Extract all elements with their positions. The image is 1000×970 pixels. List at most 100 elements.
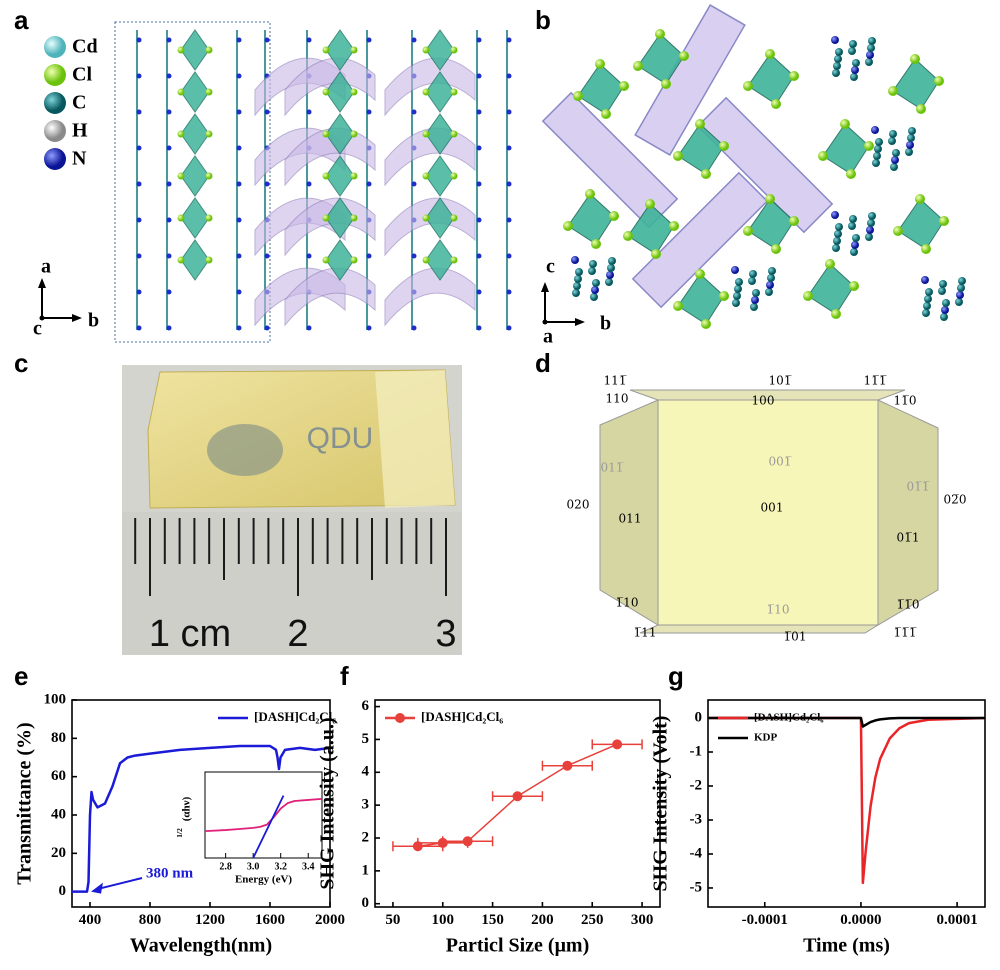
decoration xyxy=(767,274,775,282)
crystal-face xyxy=(657,399,879,626)
decoration xyxy=(915,194,925,204)
decoration xyxy=(831,36,839,44)
x-tick-label: 3.0 xyxy=(247,861,260,872)
y-tick-label: -2 xyxy=(690,777,703,793)
decoration xyxy=(205,46,213,54)
x-tick-label: 300 xyxy=(631,912,654,928)
x-tick-label: 1600 xyxy=(255,912,285,928)
decoration xyxy=(236,109,242,115)
decoration xyxy=(748,277,756,285)
decoration xyxy=(851,66,859,74)
decoration xyxy=(571,256,579,264)
decoration xyxy=(866,51,874,59)
atom-swatch xyxy=(44,64,66,86)
decoration xyxy=(766,281,774,289)
decoration xyxy=(942,299,950,307)
x-axis-label: Energy (eV) xyxy=(235,874,292,886)
decoration xyxy=(422,130,430,138)
legend-label: KDP xyxy=(754,732,778,744)
axis-direction: b xyxy=(600,313,611,335)
y-axis-label-sup: 1/2 xyxy=(175,828,184,838)
decoration xyxy=(166,37,172,43)
ruler-label: 2 xyxy=(287,613,308,655)
atom-swatch xyxy=(44,92,66,114)
decoration xyxy=(701,319,711,329)
decoration xyxy=(425,239,455,281)
decoration xyxy=(264,325,270,331)
decoration xyxy=(695,119,705,129)
decoration xyxy=(476,109,482,115)
decoration xyxy=(264,181,270,187)
decoration xyxy=(771,244,781,254)
decoration xyxy=(180,71,210,113)
decoration xyxy=(734,285,742,293)
decoration xyxy=(719,291,729,301)
decoration xyxy=(306,37,312,43)
decoration xyxy=(476,145,482,151)
axis-direction: c xyxy=(546,256,555,278)
decoration xyxy=(892,58,940,110)
annotation-arrow-head xyxy=(91,882,103,894)
decoration xyxy=(39,315,45,321)
decoration xyxy=(411,325,417,331)
decoration xyxy=(567,193,615,245)
decoration xyxy=(865,58,873,66)
decoration xyxy=(205,88,213,96)
annotation-arrow xyxy=(98,877,143,890)
decoration xyxy=(136,253,142,259)
decoration xyxy=(136,145,142,151)
face-index: 1̅10 xyxy=(767,603,790,617)
decoration xyxy=(955,298,963,306)
decoration xyxy=(450,46,458,54)
decoration xyxy=(476,37,482,43)
decoration xyxy=(925,288,933,296)
face-index: 020 xyxy=(567,498,590,512)
decoration xyxy=(236,37,242,43)
decoration xyxy=(655,29,665,39)
decoration xyxy=(166,217,172,223)
x-tick-label: 3.4 xyxy=(302,861,315,872)
data-point xyxy=(512,791,523,802)
panel-label: b xyxy=(535,5,551,35)
data-point xyxy=(562,760,573,771)
decoration xyxy=(166,73,172,79)
decoration xyxy=(575,318,585,326)
decoration xyxy=(849,215,857,223)
decoration xyxy=(506,181,512,187)
decoration xyxy=(264,253,270,259)
decoration xyxy=(425,71,455,113)
decoration xyxy=(541,91,679,229)
decoration xyxy=(921,276,929,284)
atom-label: Cl xyxy=(72,64,92,86)
decoration xyxy=(601,109,611,119)
decoration xyxy=(563,221,573,231)
decoration xyxy=(908,127,916,135)
decoration xyxy=(835,223,843,231)
decoration xyxy=(906,141,914,149)
decoration xyxy=(607,264,615,272)
decoration xyxy=(306,253,312,259)
decoration xyxy=(322,214,330,222)
y-axis-label: (αhν) xyxy=(181,796,193,821)
decoration xyxy=(425,29,455,71)
decoration xyxy=(803,291,813,301)
plot-frame xyxy=(374,699,661,908)
x-tick-label: 50 xyxy=(385,912,400,928)
decoration xyxy=(284,267,376,327)
data-point xyxy=(462,836,473,847)
decoration xyxy=(872,159,880,167)
decoration xyxy=(889,130,897,138)
decoration xyxy=(768,267,776,275)
decoration xyxy=(696,96,834,234)
decoration xyxy=(476,289,482,295)
decoration xyxy=(874,145,882,153)
decoration xyxy=(864,141,874,151)
decoration xyxy=(765,194,775,204)
data-line xyxy=(708,716,986,885)
decoration xyxy=(807,263,855,315)
face-index: 11̅1̅ xyxy=(864,374,887,388)
crystal-face xyxy=(639,624,880,634)
decoration xyxy=(789,71,799,81)
face-index: 1̅01 xyxy=(784,630,807,644)
